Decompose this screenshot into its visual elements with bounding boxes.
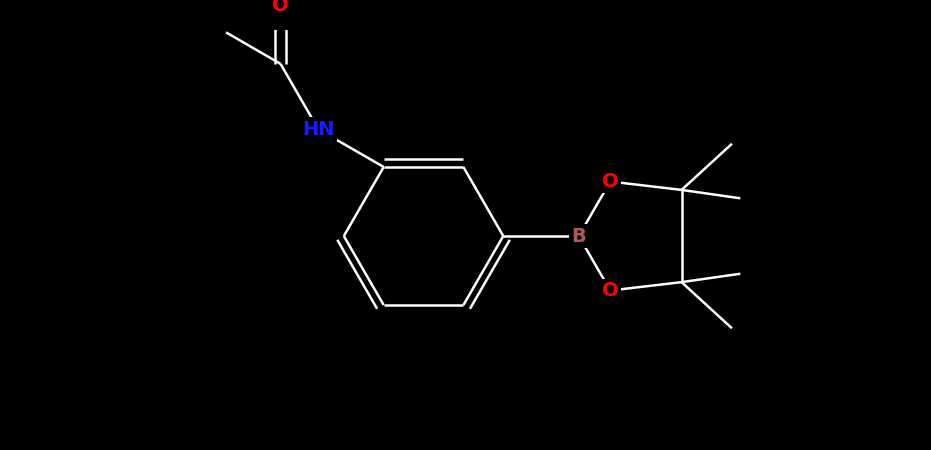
Text: HN: HN xyxy=(302,120,334,139)
Text: O: O xyxy=(602,172,618,191)
Text: B: B xyxy=(572,226,587,246)
Text: O: O xyxy=(272,0,289,14)
Text: O: O xyxy=(602,281,618,300)
